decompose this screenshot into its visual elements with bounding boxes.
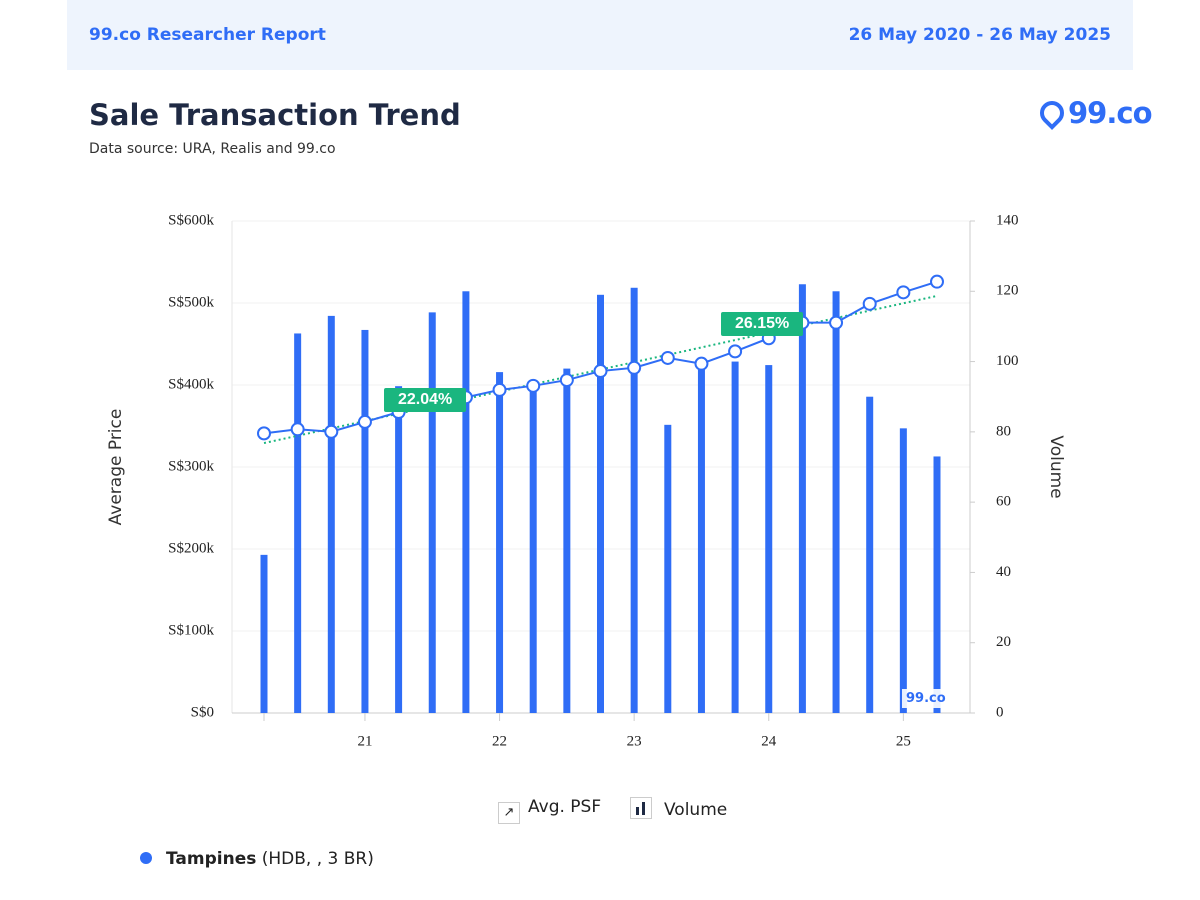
annotation: 26.15% xyxy=(721,312,804,336)
point xyxy=(357,414,372,429)
bar xyxy=(327,315,335,713)
point xyxy=(627,360,642,375)
point xyxy=(257,426,271,441)
y2-tick-label: 100 xyxy=(996,353,1019,369)
point xyxy=(559,373,574,388)
x-tick-label: 22 xyxy=(492,733,507,749)
bar xyxy=(361,329,369,713)
legend-item[interactable]: ↗ Avg. PSF xyxy=(498,797,601,824)
y2-tick-label: 40 xyxy=(996,564,1011,580)
date-range: 26 May 2020 - 26 May 2025 xyxy=(848,25,1111,45)
point xyxy=(324,424,339,439)
x-tick-label: 24 xyxy=(761,733,777,749)
y-tick-label: S$100k xyxy=(168,622,214,638)
y2-tick-label: 140 xyxy=(996,212,1019,228)
bar xyxy=(563,368,571,713)
footer: Tampines (HDB, , 3 BR) xyxy=(140,849,374,869)
bar xyxy=(765,365,773,713)
bar xyxy=(731,361,739,713)
legend-label: Volume xyxy=(664,800,728,820)
x-tick-label: 23 xyxy=(627,733,642,749)
bar xyxy=(294,333,302,713)
legend-label: Avg. PSF xyxy=(528,797,602,817)
y2-tick-label: 120 xyxy=(996,283,1019,299)
logo-text: 99.co xyxy=(1068,96,1152,130)
point xyxy=(862,296,877,311)
y-tick-label: S$500k xyxy=(168,294,214,310)
legend-item[interactable]: Volume xyxy=(630,797,727,820)
footer-detail: (HDB, , 3 BR) xyxy=(261,849,374,869)
bar xyxy=(597,294,604,713)
bar xyxy=(462,291,470,713)
y2-tick-label: 60 xyxy=(996,494,1011,510)
point xyxy=(694,356,709,371)
y-axis-title: Average Price xyxy=(106,409,126,526)
bar xyxy=(496,372,504,713)
footer-name: Tampines xyxy=(166,849,257,869)
y-tick-label: S$200k xyxy=(168,540,214,556)
point xyxy=(896,285,911,300)
y2-axis-title: Volume xyxy=(1046,435,1066,498)
point xyxy=(290,422,305,437)
chart-title: Sale Transaction Trend xyxy=(89,98,461,132)
bar xyxy=(832,291,840,713)
footer-dot xyxy=(140,852,152,864)
y-tick-label: S$400k xyxy=(168,376,214,392)
watermark: 99.co xyxy=(902,689,950,708)
bar xyxy=(933,456,941,713)
bar xyxy=(866,396,874,713)
bar xyxy=(395,386,403,713)
y-tick-label: S$300k xyxy=(168,458,214,474)
point xyxy=(526,378,541,393)
y-tick-label: S$600k xyxy=(168,212,214,228)
annotation: 22.04% xyxy=(384,388,467,412)
bar xyxy=(697,365,705,713)
bar xyxy=(664,424,672,713)
bar xyxy=(529,382,537,713)
header: 99.co Researcher Report 26 May 2020 - 26… xyxy=(67,0,1133,70)
point xyxy=(492,382,507,397)
y2-tick-label: 80 xyxy=(996,423,1011,439)
point xyxy=(728,344,743,359)
point xyxy=(593,364,608,379)
report-name: 99.co Researcher Report xyxy=(89,25,326,45)
y-tick-label: S$0 xyxy=(191,704,214,720)
logo: 99.co xyxy=(1035,96,1152,130)
bar xyxy=(260,554,268,713)
point xyxy=(930,274,944,289)
point xyxy=(660,350,675,365)
bar xyxy=(798,284,806,713)
y2-tick-label: 0 xyxy=(996,704,1004,720)
bar xyxy=(899,428,907,713)
bar xyxy=(630,287,638,713)
point xyxy=(829,315,844,330)
x-tick-label: 21 xyxy=(357,733,372,749)
bar xyxy=(428,312,436,713)
x-tick-label: 25 xyxy=(896,733,911,749)
y2-tick-label: 20 xyxy=(996,634,1011,650)
chart-subtitle: Data source: URA, Realis and 99.co xyxy=(89,141,336,157)
